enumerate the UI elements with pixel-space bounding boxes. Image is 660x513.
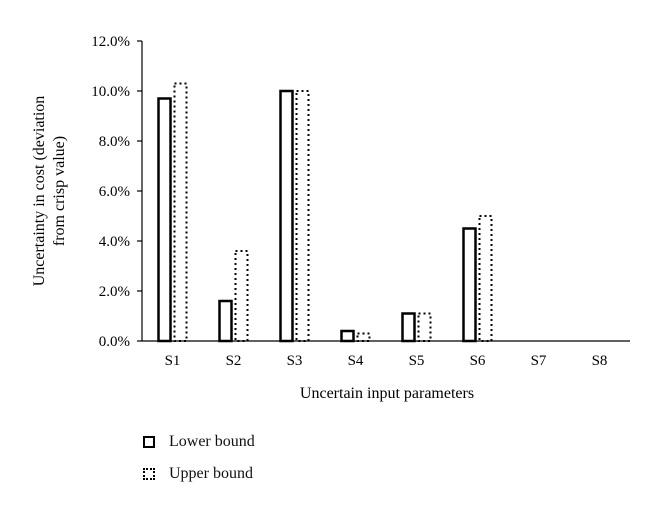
y-axis-title: Uncertainty in cost (deviation [31, 96, 48, 287]
y-tick-label: 6.0% [99, 184, 130, 200]
x-tick-label: S7 [531, 353, 547, 369]
bar-lower-bound [401, 312, 416, 343]
bar-upper-bound [356, 332, 371, 342]
x-tick-label: S1 [165, 353, 181, 369]
upper-bound-swatch-icon [143, 468, 155, 480]
legend-label-lower: Lower bound [169, 433, 255, 450]
bar-upper-bound [295, 90, 310, 342]
x-tick-label: S6 [470, 353, 486, 369]
y-axis-title-line2: from crisp value) [51, 136, 68, 246]
bar-lower-bound [218, 299, 233, 343]
y-tick-label: 2.0% [99, 284, 130, 300]
bar-lower-bound [462, 227, 477, 343]
bars [157, 82, 493, 343]
bar-lower-bound [340, 329, 355, 343]
x-tick-label: S5 [409, 353, 425, 369]
x-tick-label: S3 [287, 353, 303, 369]
x-axis-title: Uncertain input parameters [300, 385, 474, 402]
lower-bound-swatch-icon [143, 436, 155, 448]
y-axis: 0.0% 2.0% 4.0% 6.0% 8.0% 10.0% 12.0% [91, 34, 143, 350]
y-tick-label: 8.0% [99, 134, 130, 150]
bar-lower-bound [279, 89, 294, 343]
bar-upper-bound [417, 312, 432, 342]
bar-upper-bound [234, 250, 249, 342]
legend-item-lower: Lower bound [143, 426, 255, 458]
y-tick-label: 10.0% [91, 84, 130, 100]
y-tick-label: 12.0% [91, 34, 130, 50]
y-tick-label: 0.0% [99, 334, 130, 350]
x-axis: S1 S2 S3 S4 S5 S6 S7 S8 [142, 340, 630, 369]
legend: Lower bound Upper bound [143, 426, 255, 490]
bar-lower-bound [157, 97, 172, 343]
y-tick-label: 4.0% [99, 234, 130, 250]
x-tick-label: S2 [226, 353, 242, 369]
x-tick-label: S8 [592, 353, 608, 369]
x-tick-label: S4 [348, 353, 364, 369]
bar-upper-bound [173, 82, 188, 342]
legend-label-upper: Upper bound [169, 465, 253, 482]
bar-upper-bound [478, 215, 493, 342]
legend-item-upper: Upper bound [143, 458, 255, 490]
bar-chart: 0.0%2.0%4.0%6.0%8.0%10.0%12.0% S1 S2 S3 S4 S… [31, 34, 630, 402]
